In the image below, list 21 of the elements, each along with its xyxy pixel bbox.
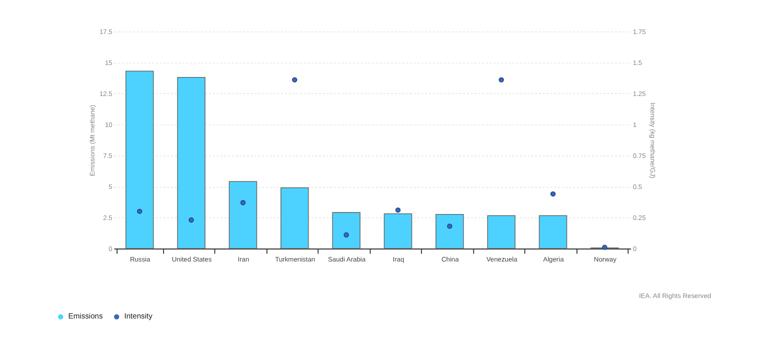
point [344,232,349,238]
point [447,224,452,229]
bar [177,76,206,249]
point [188,217,194,223]
point [292,77,298,82]
point [395,207,401,213]
legend-label: Emissions [68,312,104,321]
point [240,200,246,206]
bar [538,215,568,249]
bar [436,214,464,249]
bar [125,70,154,249]
point [498,77,504,82]
bar [228,181,258,249]
bar [332,212,360,249]
point [550,191,556,197]
legend-label: Intensity [124,312,153,321]
point [137,208,142,214]
bar [280,187,309,249]
point [602,244,608,250]
bar [487,215,516,249]
bar [384,213,412,249]
